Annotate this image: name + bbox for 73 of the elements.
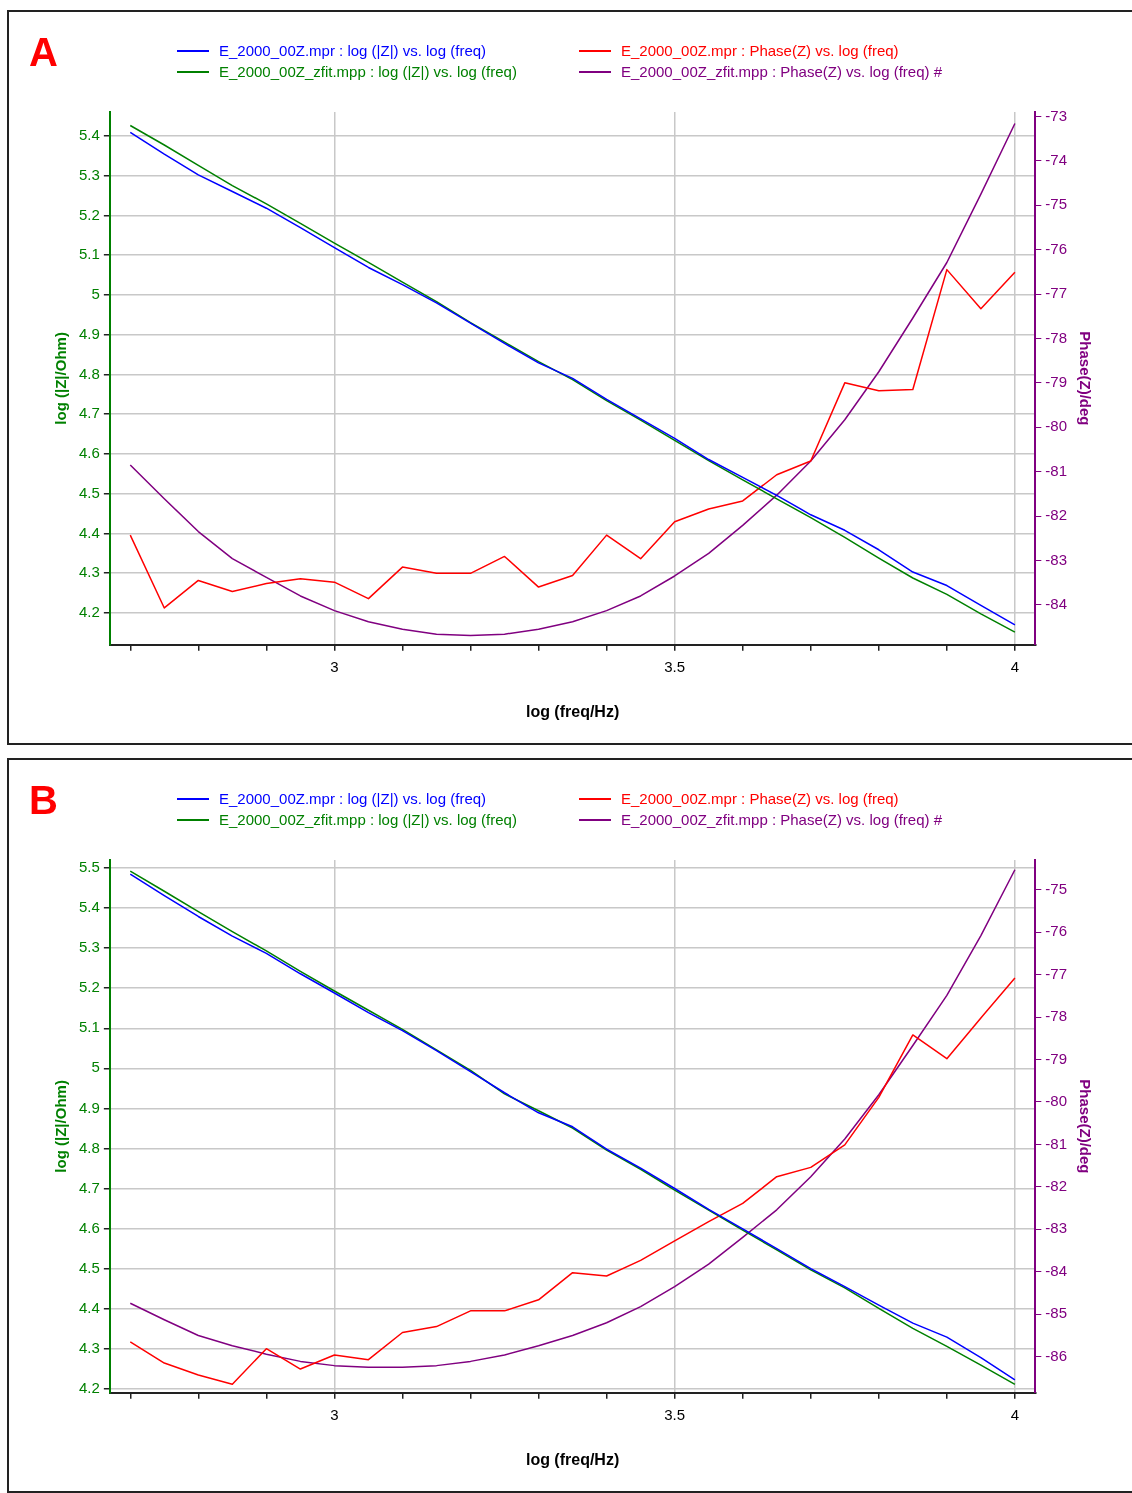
y-tick-label: 4.8	[78, 1138, 100, 1156]
y-tick-label: 4.2	[78, 1378, 100, 1396]
y-tick-label: 5.2	[78, 978, 100, 996]
legend-label: E_2000_00Z_zfit.mpp : log (|Z|) vs. log (freq)	[219, 811, 517, 828]
y2-tick-label: -81	[1045, 1134, 1068, 1152]
y2-tick-label: -73	[1045, 106, 1068, 124]
legend-label: E_2000_00Z_zfit.mpp : Phase(Z) vs. log (freq) #	[621, 811, 942, 828]
legend-label: E_2000_00Z.mpr : log (|Z|) vs. log (freq)	[219, 790, 487, 807]
x-axis-title: log (freq/Hz)	[525, 702, 620, 720]
chart-title: A	[29, 30, 58, 75]
y-tick-label: 4.7	[78, 1178, 100, 1196]
y2-tick-label: -78	[1045, 1007, 1068, 1025]
x-axis-title: log (freq/Hz)	[525, 1450, 620, 1468]
y2-tick-label: -80	[1045, 1092, 1068, 1110]
legend-label: E_2000_00Z.mpr : Phase(Z) vs. log (freq)	[621, 790, 899, 807]
legend-label: E_2000_00Z_zfit.mpp : log (|Z|) vs. log (freq)	[219, 63, 517, 80]
y-tick-label: 4.4	[78, 523, 100, 541]
y-tick-label: 5	[91, 1058, 100, 1076]
y-tick-label: 4.6	[78, 444, 100, 462]
y2-tick-label: -77	[1045, 964, 1068, 982]
y2-tick-label: -84	[1045, 1261, 1068, 1279]
y2-tick-label: -82	[1045, 1177, 1068, 1195]
y2-tick-label: -79	[1045, 372, 1068, 390]
y-tick-label: 4.6	[78, 1218, 100, 1236]
chart-title: B	[29, 778, 58, 823]
y-tick-label: 5.4	[78, 898, 100, 916]
y-tick-label: 4.2	[78, 603, 100, 621]
legend-label: E_2000_00Z_zfit.mpp : Phase(Z) vs. log (freq) #	[621, 63, 942, 80]
y2-tick-label: -78	[1045, 328, 1068, 346]
y2-tick-label: -75	[1045, 879, 1068, 897]
y-axis-title: log (|Z|/Ohm)	[52, 1080, 70, 1173]
legend-label: E_2000_00Z.mpr : log (|Z|) vs. log (freq)	[219, 42, 487, 59]
y2-tick-label: -81	[1045, 461, 1068, 479]
y2-tick-label: -76	[1045, 239, 1068, 257]
y-tick-label: 4.9	[78, 324, 100, 342]
y-tick-label: 4.5	[78, 1258, 100, 1276]
legend-label: E_2000_00Z.mpr : Phase(Z) vs. log (freq)	[621, 42, 899, 59]
y2-tick-label: -75	[1045, 195, 1068, 213]
y-tick-label: 5.3	[78, 165, 100, 183]
y-tick-label: 4.8	[78, 364, 100, 382]
y2-tick-label: -83	[1045, 1219, 1068, 1237]
x-tick-label: 4	[1010, 657, 1020, 675]
y2-axis-title: Phase(Z)/deg	[1076, 331, 1094, 426]
x-tick-label: 3	[330, 657, 339, 675]
y-tick-label: 4.9	[78, 1098, 100, 1116]
x-tick-label: 3	[330, 1405, 339, 1423]
y-tick-label: 4.3	[78, 1338, 100, 1356]
y2-tick-label: -86	[1045, 1346, 1068, 1364]
y2-tick-label: -77	[1045, 284, 1068, 302]
y2-tick-label: -83	[1045, 550, 1068, 568]
y2-tick-label: -85	[1045, 1304, 1068, 1322]
y-tick-label: 5.1	[78, 1018, 100, 1036]
x-tick-label: 4	[1010, 1405, 1020, 1423]
y-tick-label: 4.5	[78, 483, 100, 501]
y2-tick-label: -80	[1045, 417, 1068, 435]
y2-axis-title: Phase(Z)/deg	[1076, 1079, 1094, 1174]
y-tick-label: 5.3	[78, 938, 100, 956]
y-axis-title: log (|Z|/Ohm)	[52, 332, 70, 425]
x-tick-label: 3.5	[664, 657, 686, 675]
y-tick-label: 4.4	[78, 1298, 100, 1316]
x-tick-label: 3.5	[664, 1405, 686, 1423]
y2-tick-label: -79	[1045, 1049, 1068, 1067]
y-tick-label: 4.3	[78, 563, 100, 581]
y2-tick-label: -74	[1045, 150, 1068, 168]
y2-tick-label: -82	[1045, 506, 1068, 524]
y-tick-label: 5	[91, 285, 100, 303]
y-tick-label: 5.2	[78, 205, 100, 223]
y2-tick-label: -76	[1045, 922, 1068, 940]
y-tick-label: 5.5	[78, 858, 100, 876]
y-tick-label: 5.4	[78, 126, 100, 143]
y-tick-label: 4.7	[78, 404, 100, 422]
y-tick-label: 5.1	[78, 245, 100, 263]
y2-tick-label: -84	[1045, 594, 1068, 612]
